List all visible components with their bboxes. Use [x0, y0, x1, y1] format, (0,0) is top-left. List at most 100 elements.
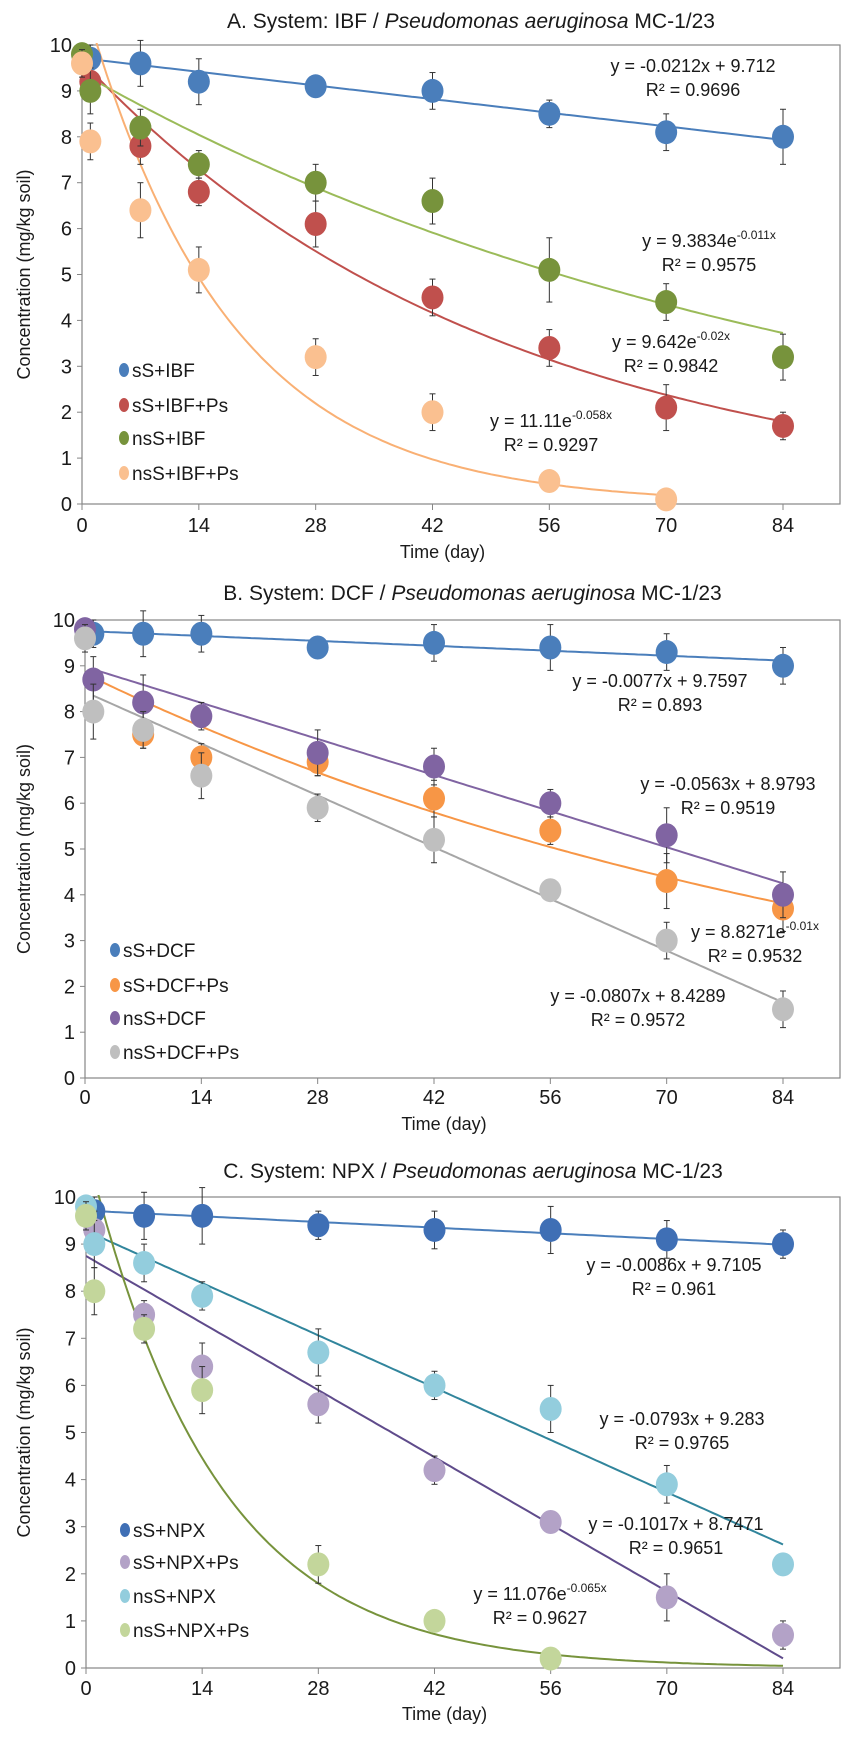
- chart-title: A. System: IBF / Pseudomonas aeruginosa …: [227, 10, 715, 33]
- legend-label: nsS+NPX: [133, 1587, 216, 1608]
- legend-marker: [120, 1623, 130, 1637]
- y-tick-label: 6: [65, 1375, 76, 1397]
- data-point-nsS+NPX+Ps: [539, 1646, 562, 1671]
- data-point-nsS+IBF: [421, 189, 444, 214]
- legend-label: sS+IBF: [132, 361, 195, 382]
- data-point-nsS+DCF: [82, 667, 105, 692]
- data-point-nsS+DCF: [306, 740, 329, 765]
- legend-marker: [110, 978, 120, 992]
- x-tick-label: 14: [191, 1678, 213, 1700]
- equation-text: y = 9.642e: [612, 332, 697, 352]
- data-point-nsS+IBF+Ps: [538, 469, 561, 494]
- trend-equation: y = -0.0086x + 9.7105: [586, 1255, 761, 1275]
- legend-marker: [120, 1555, 130, 1569]
- data-point-sS+NPX: [539, 1217, 562, 1242]
- data-point-sS+IBF+Ps: [187, 179, 210, 204]
- data-point-sS+NPX: [423, 1217, 446, 1242]
- data-point-sS+IBF: [538, 101, 561, 126]
- title-suffix: MC-1/23: [629, 10, 715, 33]
- y-tick-label: 10: [50, 35, 72, 57]
- data-point-nsS+IBF+Ps: [421, 400, 444, 425]
- r-squared: R² = 0.9519: [681, 798, 776, 818]
- equation-exponent: -0.011x: [737, 228, 776, 242]
- legend-marker: [119, 431, 129, 445]
- data-point-sS+IBF+Ps: [655, 395, 678, 420]
- r-squared: R² = 0.9572: [591, 1010, 686, 1030]
- x-tick-label: 70: [656, 1678, 678, 1700]
- x-tick-label: 42: [423, 1087, 445, 1109]
- data-point-sS+NPX+Ps: [423, 1458, 446, 1483]
- x-axis-label: Time (day): [402, 1704, 487, 1724]
- data-point-nsS+NPX: [133, 1250, 156, 1275]
- data-point-sS+NPX+Ps: [655, 1585, 678, 1610]
- y-tick-label: 4: [61, 310, 72, 332]
- legend-marker: [119, 363, 129, 377]
- data-point-nsS+DCF+Ps: [539, 878, 562, 903]
- data-point-sS+IBF: [304, 74, 327, 99]
- r-squared: R² = 0.9297: [504, 435, 599, 455]
- y-tick-label: 6: [64, 793, 75, 815]
- data-point-nsS+DCF: [539, 791, 562, 816]
- equation-text: y = 9.3834e: [642, 231, 737, 251]
- data-point-sS+IBF+Ps: [772, 413, 794, 438]
- data-point-sS+NPX+Ps: [307, 1392, 330, 1417]
- trend-equation: y = -0.0793x + 9.283: [599, 1409, 764, 1429]
- data-point-nsS+NPX+Ps: [423, 1608, 446, 1633]
- data-point-sS+IBF+Ps: [304, 212, 327, 237]
- y-tick-label: 7: [65, 1328, 76, 1350]
- y-tick-label: 2: [64, 976, 75, 998]
- y-axis-label: Concentration (mg/kg soil): [14, 1327, 34, 1537]
- legend-label: nsS+IBF+Ps: [132, 464, 239, 485]
- x-tick-label: 70: [656, 1087, 678, 1109]
- legend-label: nsS+NPX+Ps: [133, 1621, 249, 1642]
- data-point-nsS+NPX+Ps: [307, 1552, 330, 1577]
- legend-label: sS+DCF+Ps: [123, 976, 229, 997]
- data-point-nsS+IBF+Ps: [187, 257, 210, 282]
- data-point-nsS+NPX: [83, 1232, 106, 1257]
- data-point-sS+DCF+Ps: [423, 786, 445, 811]
- y-tick-label: 8: [61, 127, 72, 149]
- data-point-sS+NPX: [655, 1227, 678, 1252]
- data-point-nsS+DCF: [772, 882, 794, 907]
- title-prefix: C. System: NPX /: [223, 1160, 392, 1183]
- y-tick-label: 9: [61, 81, 72, 103]
- data-point-sS+IBF: [187, 69, 210, 94]
- data-point-nsS+NPX+Ps: [191, 1378, 214, 1403]
- panel-c: C. System: NPX / Pseudomonas aeruginosa …: [14, 1160, 841, 1724]
- r-squared: R² = 0.9532: [708, 946, 803, 966]
- y-tick-label: 7: [61, 173, 72, 195]
- y-axis-label: Concentration (mg/kg soil): [14, 169, 34, 379]
- legend-marker: [119, 398, 129, 412]
- title-prefix: A. System: IBF /: [227, 10, 385, 33]
- chart-title: C. System: NPX / Pseudomonas aeruginosa …: [223, 1160, 723, 1183]
- data-point-sS+NPX+Ps: [772, 1623, 794, 1648]
- data-point-nsS+DCF+Ps: [190, 763, 213, 788]
- y-tick-label: 10: [54, 1187, 76, 1209]
- y-tick-label: 4: [65, 1470, 76, 1492]
- legend-label: sS+IBF+Ps: [132, 396, 228, 417]
- legend-label: nsS+DCF+Ps: [123, 1043, 239, 1064]
- panel-a: A. System: IBF / Pseudomonas aeruginosa …: [14, 10, 841, 562]
- data-point-sS+DCF+Ps: [655, 869, 678, 894]
- data-point-nsS+NPX: [655, 1472, 678, 1497]
- y-tick-label: 2: [61, 402, 72, 424]
- data-point-sS+DCF+Ps: [539, 818, 562, 843]
- data-point-sS+IBF: [655, 120, 678, 145]
- equation-text: y = -0.0212x + 9.712: [610, 56, 775, 76]
- panel-b: B. System: DCF / Pseudomonas aeruginosa …: [14, 582, 841, 1134]
- x-axis-label: Time (day): [401, 1114, 486, 1134]
- data-point-nsS+DCF+Ps: [132, 717, 155, 742]
- data-point-sS+DCF: [423, 630, 445, 655]
- data-point-sS+NPX: [307, 1213, 330, 1238]
- equation-exponent: -0.01x: [786, 919, 819, 933]
- data-point-nsS+NPX: [423, 1373, 446, 1398]
- data-point-nsS+DCF+Ps: [82, 699, 105, 724]
- equation-exponent: -0.058x: [572, 408, 612, 422]
- y-tick-label: 8: [64, 702, 75, 724]
- y-tick-label: 5: [65, 1423, 76, 1445]
- x-tick-label: 84: [772, 515, 794, 537]
- equation-text: y = 8.8271e: [691, 922, 786, 942]
- x-tick-label: 42: [421, 515, 443, 537]
- y-tick-label: 0: [65, 1658, 76, 1680]
- data-point-sS+DCF: [772, 653, 794, 678]
